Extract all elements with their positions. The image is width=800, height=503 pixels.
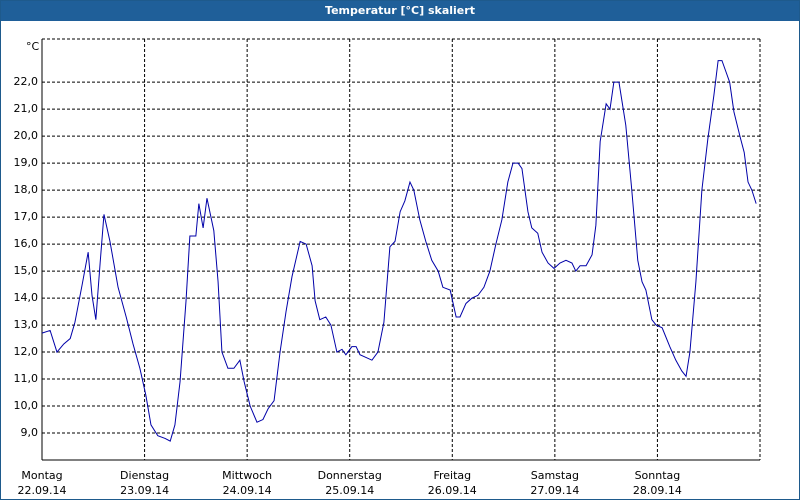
y-tick-label: 21,0	[14, 102, 39, 115]
x-tick-date: 25.09.14	[325, 484, 374, 497]
y-tick-label: 20,0	[14, 129, 39, 142]
x-tick-date: 24.09.14	[223, 484, 272, 497]
x-tick-date: 26.09.14	[428, 484, 477, 497]
x-tick-label: Sonntag	[635, 469, 681, 482]
y-tick-label: 22,0	[14, 75, 39, 88]
y-tick-label: 18,0	[14, 183, 39, 196]
data-line	[41, 60, 757, 442]
x-tick-label: Freitag	[433, 469, 471, 482]
x-tick-label: Samstag	[531, 469, 579, 482]
y-tick-label: 15,0	[14, 264, 39, 277]
chart: °C 9,0 10,0 11,0 12,0 13,0 14,0 15,0 16,0 17,0 18…	[14, 38, 761, 497]
y-tick-label: 16,0	[14, 237, 39, 250]
x-tick-label: Dienstag	[120, 469, 169, 482]
y-tick-label: 17,0	[14, 210, 39, 223]
y-tick-label: 11,0	[14, 372, 39, 385]
y-tick-label: 10,0	[14, 399, 39, 412]
title-bar: Temperatur [°C] skaliert	[1, 1, 799, 21]
y-tick-label: 13,0	[14, 318, 39, 331]
x-tick-date: 23.09.14	[120, 484, 169, 497]
y-unit-label: °C	[26, 40, 40, 53]
x-tick-date: 22.09.14	[18, 484, 67, 497]
y-tick-label: 12,0	[14, 345, 39, 358]
x-tick-label: Mittwoch	[222, 469, 272, 482]
x-tick-label: Donnerstag	[318, 469, 382, 482]
x-tick-label: Montag	[21, 469, 62, 482]
y-tick-label: 9,0	[21, 426, 39, 439]
x-tick-date: 27.09.14	[530, 484, 579, 497]
y-tick-label: 14,0	[14, 291, 39, 304]
y-tick-label: 19,0	[14, 156, 39, 169]
x-tick-date: 28.09.14	[633, 484, 682, 497]
